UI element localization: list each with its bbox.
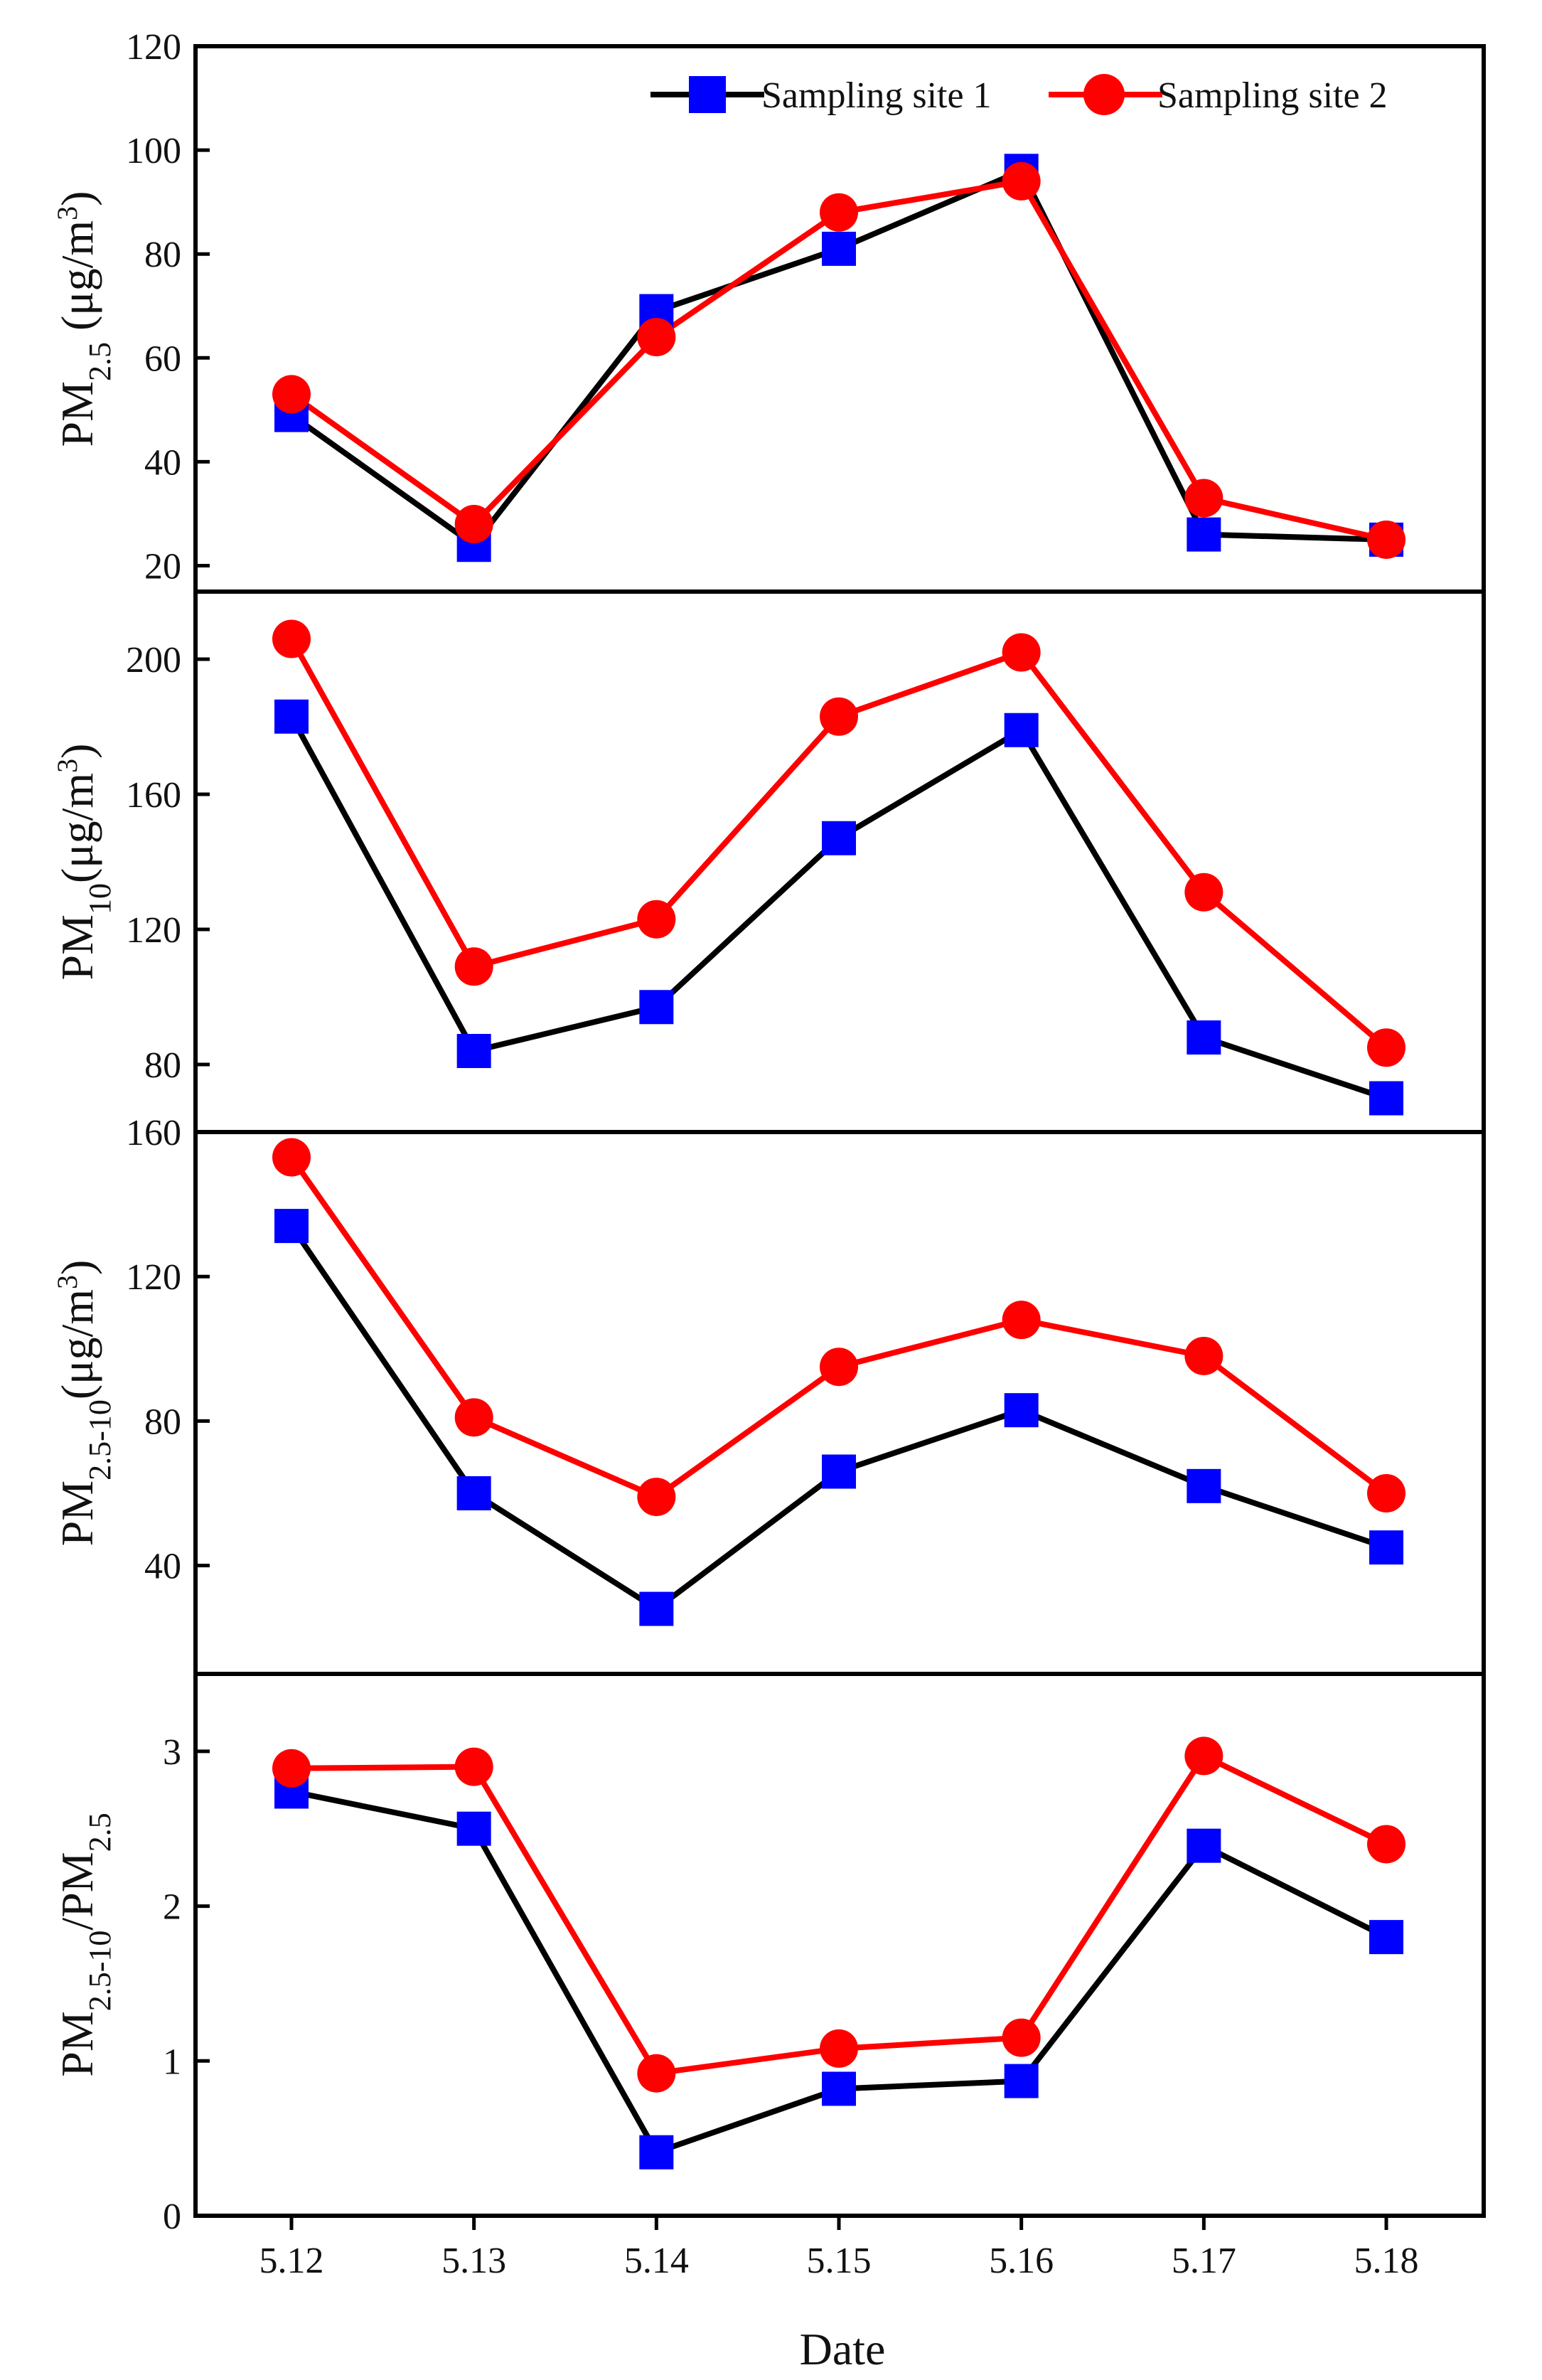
- data-point-site-1: [1004, 1393, 1039, 1428]
- data-point-site-2: [272, 1749, 311, 1788]
- x-tick-label: 5.18: [1354, 2241, 1419, 2281]
- data-point-site-1: [274, 1209, 309, 1244]
- x-axis-title: Date: [800, 2324, 886, 2374]
- y-axis-title: PM2.5 (μg/m3): [51, 191, 117, 447]
- y-axis-title: PM2.5-10/PM2.5: [52, 1813, 117, 2076]
- panel-pm25-10: 40 80 120 160 PM2.5-10(μg/m3): [51, 1113, 1486, 1676]
- data-point-site-1: [456, 1476, 491, 1510]
- data-point-site-2: [1184, 479, 1224, 518]
- panel-pm25: 20 40 60 80 100 120 PM2.5 (μg/m3): [51, 27, 1486, 594]
- data-point-site-2: [454, 1747, 493, 1786]
- x-tick-label: 5.16: [989, 2241, 1054, 2281]
- data-point-site-2: [272, 619, 311, 658]
- data-point-site-1: [639, 1591, 674, 1626]
- y-tick-label: 120: [126, 910, 181, 951]
- panel-frame: [193, 589, 1486, 1134]
- y-tick-label: 2: [163, 1887, 181, 1928]
- panel-frame: [193, 44, 1486, 594]
- y-tick-label: 200: [126, 640, 181, 681]
- data-point-site-2: [1184, 1336, 1224, 1375]
- legend-marker-site-1: [689, 76, 726, 113]
- data-point-site-2: [454, 505, 493, 544]
- legend-marker-site-2: [1083, 74, 1125, 115]
- data-point-site-2: [1002, 633, 1041, 672]
- data-point-site-2: [1367, 1028, 1406, 1067]
- data-point-site-2: [820, 2029, 858, 2068]
- data-point-site-2: [1367, 1825, 1406, 1864]
- data-point-site-1: [1187, 517, 1221, 552]
- y-tick-label: 0: [163, 2197, 181, 2237]
- data-point-site-2: [820, 697, 858, 736]
- data-point-site-2: [637, 2054, 676, 2093]
- data-point-site-1: [639, 2135, 674, 2170]
- y-tick-label: 160: [126, 775, 181, 816]
- data-point-site-2: [1367, 1474, 1406, 1512]
- data-point-site-2: [454, 1398, 493, 1437]
- data-point-site-2: [1184, 1736, 1224, 1776]
- y-tick-label: 40: [144, 442, 181, 483]
- data-point-site-1: [639, 990, 674, 1025]
- series-line-site-2: [291, 1753, 1388, 2076]
- data-point-site-1: [1187, 1020, 1221, 1055]
- data-point-site-2: [1367, 520, 1406, 559]
- x-tick-label: 5.12: [259, 2241, 324, 2281]
- data-point-site-2: [1184, 873, 1224, 912]
- panel-frame: [193, 1672, 1486, 2218]
- data-point-site-2: [1002, 1301, 1041, 1340]
- y-tick-label: 80: [144, 235, 181, 275]
- data-point-site-1: [1369, 1920, 1403, 1955]
- series-line-site-2: [289, 1156, 1388, 1500]
- data-point-site-2: [637, 900, 676, 939]
- data-point-site-1: [456, 1811, 491, 1846]
- y-axis-title: PM2.5-10(μg/m3): [51, 1260, 117, 1547]
- y-tick-label: 80: [144, 1402, 181, 1442]
- y-tick-label: 100: [126, 131, 181, 171]
- data-point-site-2: [820, 1348, 858, 1387]
- data-point-site-1: [822, 1454, 856, 1489]
- y-axis-title: PM10(μg/m3): [51, 744, 117, 981]
- y-tick-label: 1: [163, 2042, 181, 2082]
- x-tick-label: 5.14: [624, 2241, 689, 2281]
- data-point-site-2: [637, 318, 676, 357]
- data-point-site-1: [822, 2071, 856, 2106]
- legend-label-site-2: Sampling site 2: [1157, 75, 1388, 116]
- panel-pm10: 80 120 160 200 PM10(μg/m3): [51, 589, 1486, 1134]
- data-point-site-1: [1187, 1468, 1221, 1503]
- data-point-site-1: [1369, 1081, 1403, 1116]
- data-point-site-2: [1002, 161, 1041, 201]
- y-tick-label: 80: [144, 1045, 181, 1086]
- x-tick-label: 5.13: [441, 2241, 506, 2281]
- legend-label-site-1: Sampling site 1: [761, 75, 992, 116]
- y-tick-label: 120: [126, 1257, 181, 1298]
- data-point-site-1: [1369, 1530, 1403, 1565]
- y-tick-label: 40: [144, 1547, 181, 1587]
- data-point-site-2: [1002, 2018, 1041, 2057]
- data-point-site-2: [820, 193, 858, 232]
- y-tick-label: 160: [126, 1113, 181, 1153]
- y-tick-label: 60: [144, 338, 181, 379]
- data-point-site-1: [274, 699, 309, 734]
- data-point-site-1: [1004, 2064, 1039, 2098]
- x-tick-label: 5.15: [807, 2241, 872, 2281]
- panel-ratio: 0 1 2 3 PM2.5-10/PM2.5 5.12 5.13 5.14 5.15 5.16 5.…: [52, 1672, 1486, 2281]
- data-point-site-2: [637, 1478, 676, 1517]
- data-point-site-2: [272, 1138, 311, 1177]
- legend: Sampling site 1 Sampling site 2: [650, 74, 1388, 116]
- panel-frame: [193, 1130, 1486, 1676]
- data-point-site-1: [822, 821, 856, 855]
- y-tick-label: 20: [144, 546, 181, 587]
- data-point-site-2: [454, 947, 493, 986]
- x-tick-label: 5.17: [1172, 2241, 1236, 2281]
- y-tick-label: 120: [126, 27, 181, 68]
- data-point-site-1: [456, 1034, 491, 1068]
- data-point-site-2: [272, 375, 311, 414]
- y-tick-label: 3: [163, 1732, 181, 1773]
- data-point-site-1: [1004, 713, 1039, 747]
- data-point-site-1: [1187, 1828, 1221, 1863]
- data-point-site-1: [822, 231, 856, 266]
